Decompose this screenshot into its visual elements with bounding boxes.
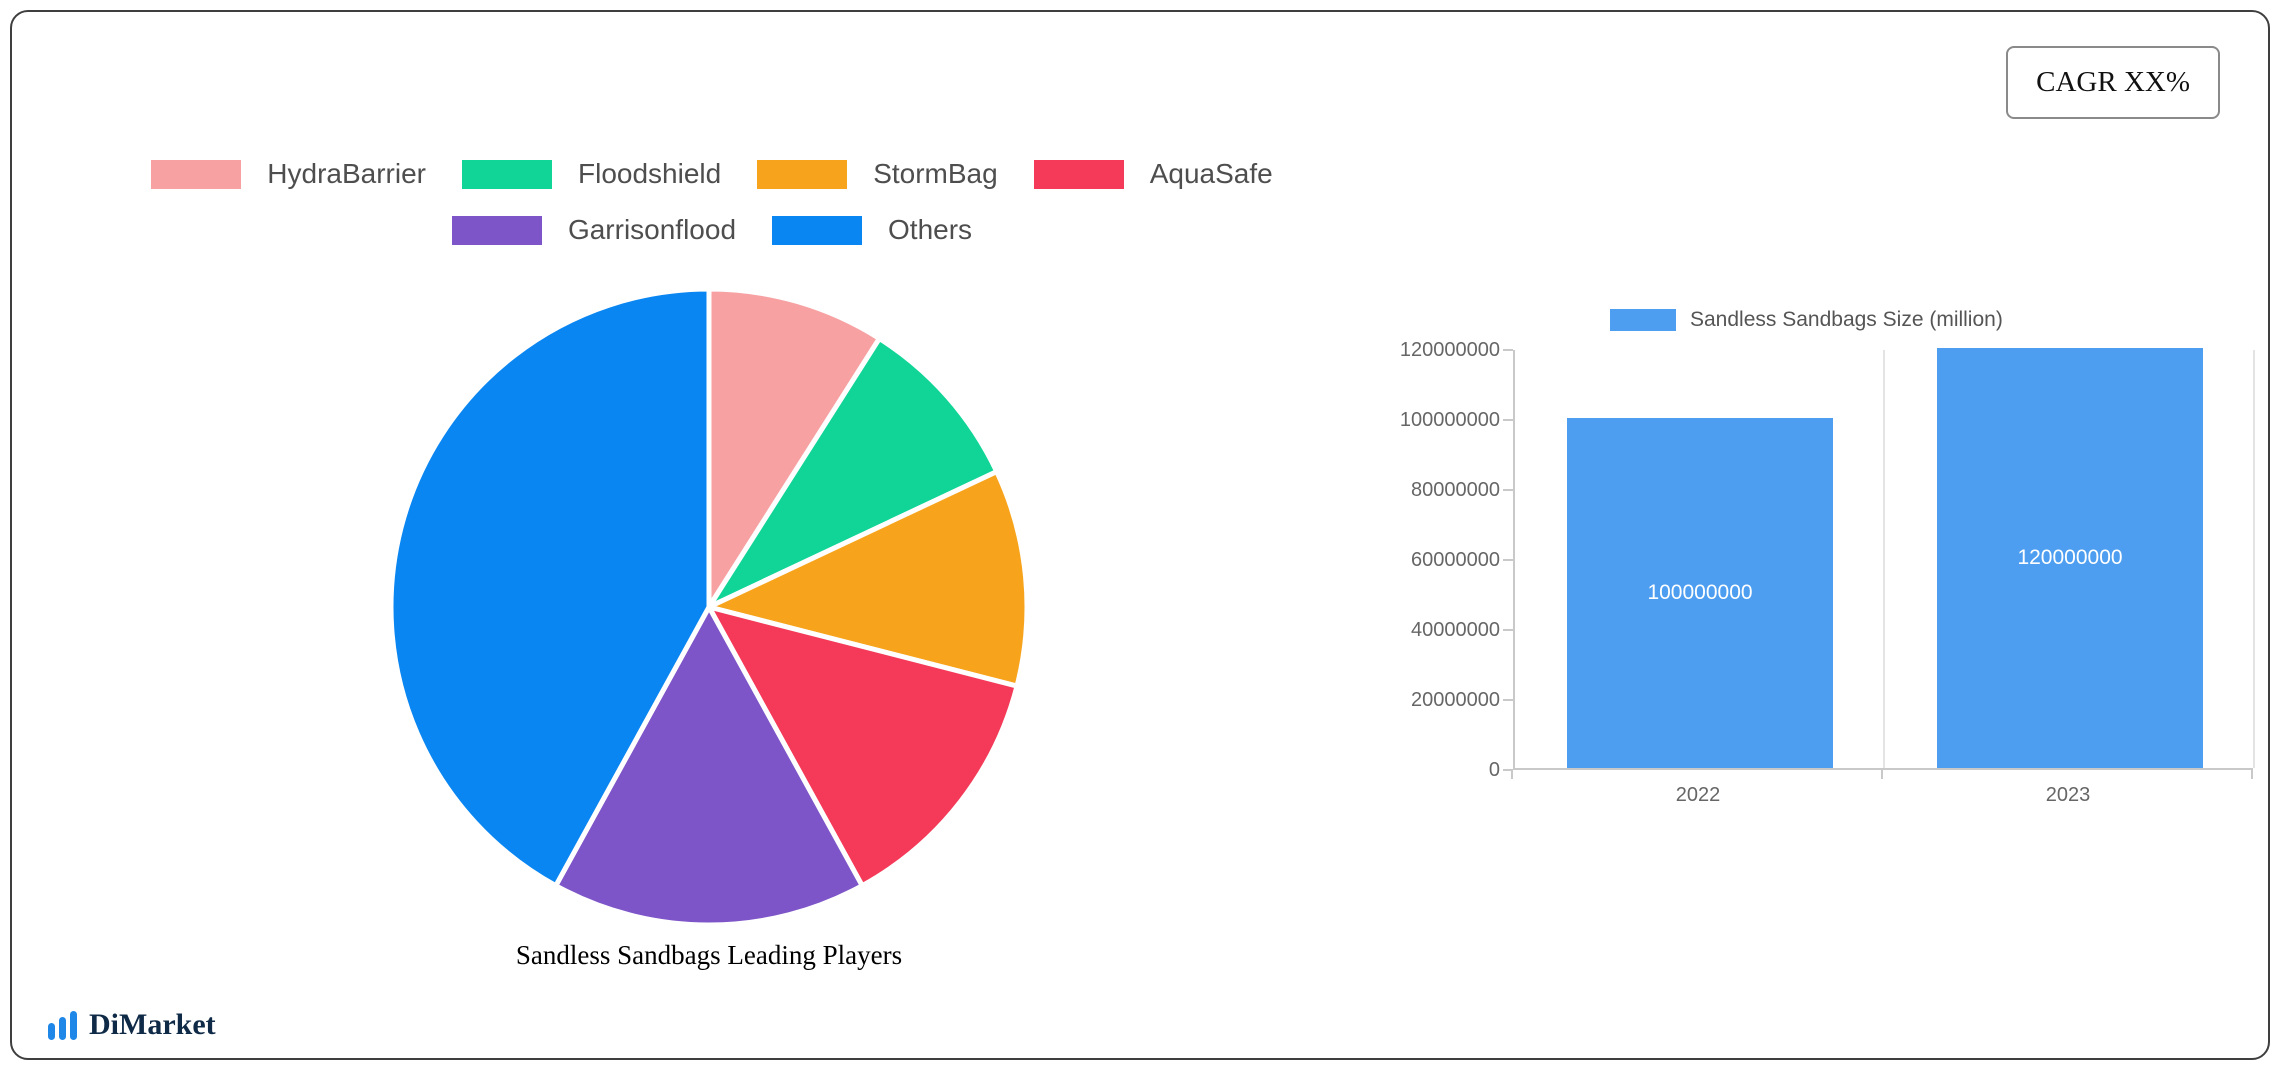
bar-2022[interactable]: 100000000 [1567, 418, 1833, 768]
legend-label: Others [888, 214, 973, 245]
bar-plot-area: 100000000 120000000 [1513, 348, 2255, 770]
bar-legend-label: Sandless Sandbags Size (million) [1690, 308, 2003, 331]
bar-legend-swatch [1610, 309, 1676, 331]
legend-item-aquasafe[interactable]: AquaSafe [1033, 158, 1273, 190]
bar-value-label: 100000000 [1647, 581, 1753, 604]
y-tick-label: 60000000 [1411, 549, 1500, 571]
pie-slice-others[interactable] [388, 286, 712, 889]
y-tick-mark [1503, 699, 1513, 701]
legend-swatch [757, 159, 848, 189]
legend-item-others[interactable]: Others [772, 214, 972, 246]
legend-item-hydrabarrier[interactable]: HydraBarrier [151, 158, 426, 190]
pie-legend: HydraBarrier Floodshield StormBag AquaSafe G… [72, 158, 1352, 246]
bar-value-label: 120000000 [2017, 546, 2123, 569]
legend-item-garrisonflood[interactable]: Garrisonflood [451, 214, 737, 246]
pie-slice-hydrabarrier[interactable] [706, 286, 882, 610]
bar-2023[interactable]: 120000000 [1937, 348, 2203, 768]
y-tick-mark [1503, 629, 1513, 631]
legend-label: HydraBarrier [267, 158, 426, 189]
y-tick-label: 80000000 [1411, 479, 1500, 501]
x-tick-mark [2251, 770, 2253, 779]
legend-item-stormbag[interactable]: StormBag [757, 158, 998, 190]
x-tick-mark [1881, 770, 1883, 779]
legend-label: Floodshield [578, 158, 722, 189]
pie-chart [388, 286, 1030, 928]
bar-legend[interactable]: Sandless Sandbags Size (million) [1610, 308, 2003, 332]
legend-label: Garrisonflood [567, 214, 737, 245]
pie-slice-floodshield[interactable] [706, 336, 1000, 610]
x-tick-label: 2022 [1675, 784, 1721, 806]
pie-chart-title: Sandless Sandbags Leading Players [515, 940, 903, 970]
pie-slice-stormbag[interactable] [706, 469, 1030, 689]
report-frame: CAGR XX% HydraBarrier Floodshield StormBag… [10, 10, 2270, 1060]
y-tick-mark [1503, 489, 1513, 491]
grid-line-vertical [2253, 350, 2255, 768]
y-tick-mark [1503, 559, 1513, 561]
cagr-badge: CAGR XX% [2006, 46, 2220, 119]
y-tick-mark [1503, 769, 1513, 771]
x-tick-label: 2023 [2045, 784, 2091, 806]
pie-slice-garrisonflood[interactable] [553, 604, 865, 928]
y-tick-mark [1503, 419, 1513, 421]
y-tick-label: 40000000 [1411, 619, 1500, 641]
y-tick-label: 120000000 [1399, 339, 1500, 361]
y-tick-label: 20000000 [1411, 689, 1500, 711]
y-tick-label: 0 [1488, 759, 1500, 781]
legend-label: StormBag [873, 158, 998, 189]
y-tick-label: 100000000 [1399, 409, 1500, 431]
logo-text: DiMarket [89, 1008, 216, 1041]
legend-item-floodshield[interactable]: Floodshield [462, 158, 721, 190]
bar-chart: Sandless Sandbags Size (million) 1000000… [1352, 300, 2268, 860]
pie-legend-row: Garrisonflood Others [451, 214, 972, 246]
y-tick-mark [1503, 349, 1513, 351]
legend-swatch [151, 159, 242, 189]
x-tick-mark [1511, 770, 1513, 779]
legend-label: AquaSafe [1149, 158, 1273, 189]
legend-swatch [772, 215, 863, 245]
pie-slice-aquasafe[interactable] [706, 604, 1020, 889]
legend-swatch [451, 215, 542, 245]
logo-bars-icon [48, 1010, 77, 1040]
dimarket-logo: DiMarket [48, 1008, 216, 1042]
legend-swatch [462, 159, 552, 189]
legend-swatch [1033, 159, 1124, 189]
grid-line-vertical [1883, 350, 1885, 768]
pie-legend-row: HydraBarrier Floodshield StormBag AquaSafe [151, 158, 1273, 190]
